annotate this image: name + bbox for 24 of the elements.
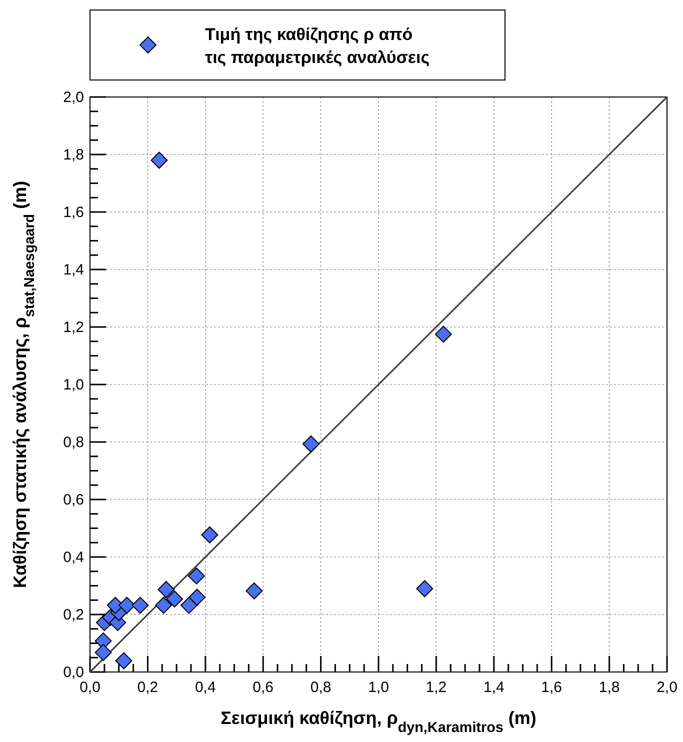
x-tick-label: 0,8 xyxy=(310,679,332,696)
y-tick-label: 2,0 xyxy=(63,89,84,106)
y-tick-label: 1,4 xyxy=(63,262,84,278)
x-tick-label: 0,0 xyxy=(80,679,100,696)
x-tick-label: 1,2 xyxy=(426,679,447,696)
x-tick-label: 1,4 xyxy=(483,679,504,696)
y-tick-label: 1,0 xyxy=(63,376,84,394)
x-tick-label: 2,0 xyxy=(656,679,678,696)
y-tick-label: 0,4 xyxy=(63,549,84,566)
y-tick-label: 1,6 xyxy=(63,204,84,221)
text: Τιμή της καθίζησης ρ από τις παραμετρικές αναλύσεις xyxy=(205,25,430,67)
x-tick-label: 1,6 xyxy=(541,679,562,696)
y-tick-label: 1,2 xyxy=(63,319,84,336)
y-tick-label: 0,6 xyxy=(63,492,84,508)
x-tick-label: 0,2 xyxy=(137,679,158,696)
x-tick-label: 0,6 xyxy=(252,679,274,696)
y-tick-label: 1,8 xyxy=(63,146,84,164)
x-tick-label: 1,8 xyxy=(598,679,620,696)
x-axis-title: Σεισμική καθίζηση, ρ$_{dyn,Karamitros}$ (m) xyxy=(220,708,536,736)
x-tick-label: 0,4 xyxy=(194,679,216,696)
y-tick-label: 0,8 xyxy=(63,434,84,451)
x-tick-label: 1,0 xyxy=(368,679,389,696)
y-tick-label: 0,2 xyxy=(63,606,84,624)
y-tick-label: 0,0 xyxy=(63,664,84,681)
